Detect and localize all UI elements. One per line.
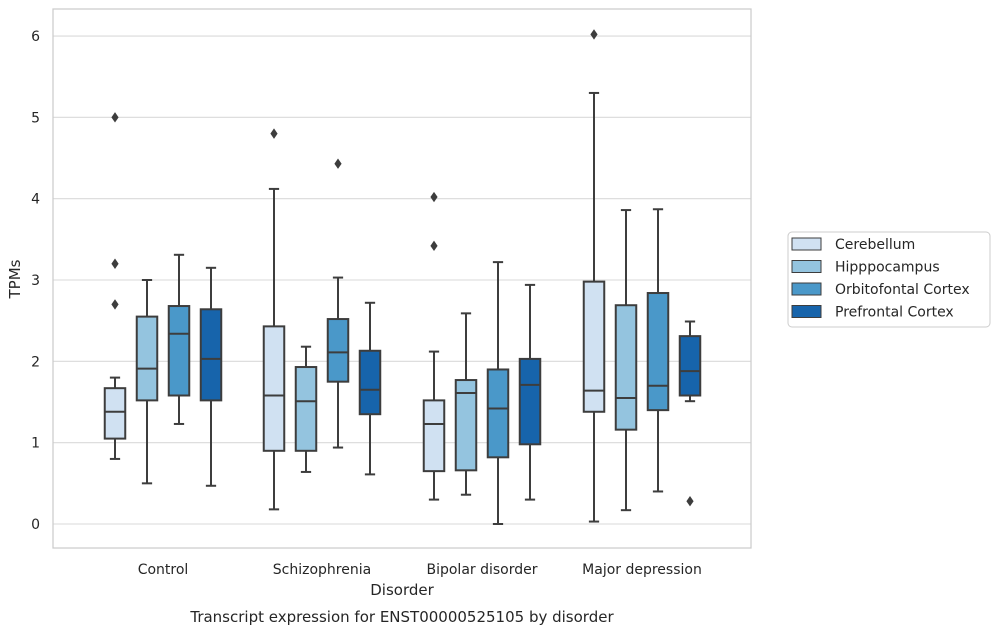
- box-cerebellum-1: [262, 128, 286, 511]
- box-orbitofontal-cortex-0: [167, 253, 191, 425]
- box-iqr: [518, 357, 542, 446]
- outlier-point: [430, 191, 438, 203]
- box-iqr: [614, 304, 638, 431]
- legend-label: Orbitofontal Cortex: [835, 282, 970, 298]
- box-cerebellum-3: [582, 29, 606, 523]
- box-prefrontal-cortex-3: [678, 320, 702, 507]
- box-prefrontal-cortex-2: [518, 283, 542, 501]
- legend-swatch: [791, 305, 822, 318]
- legend-label: Cerebellum: [835, 237, 915, 253]
- box-hipppocampus-2: [454, 312, 478, 496]
- legend: Cerebellum Hipppocampus Orbitofontal Corte…: [787, 231, 991, 328]
- chart-caption: Transcript expression for ENST0000052510…: [189, 608, 614, 626]
- box-iqr: [678, 335, 702, 397]
- outlier-point: [111, 299, 119, 310]
- x-tick-label: Major depression: [582, 562, 702, 578]
- box-cerebellum-0: [103, 112, 127, 460]
- box-iqr: [262, 325, 286, 452]
- box-hipppocampus-1: [294, 345, 318, 473]
- y-tick-label: 2: [31, 354, 40, 370]
- box-orbitofontal-cortex-1: [326, 158, 350, 449]
- outlier-point: [334, 158, 342, 169]
- legend-frame: [787, 231, 991, 328]
- legend-swatch: [791, 260, 822, 273]
- box-cerebellum-2: [422, 191, 446, 501]
- box-iqr: [646, 292, 670, 412]
- box-iqr: [135, 315, 159, 402]
- outlier-point: [111, 112, 119, 123]
- outlier-point: [111, 258, 119, 269]
- y-tick-label: 0: [31, 517, 40, 533]
- y-tick-label: 4: [31, 192, 40, 208]
- box-iqr: [486, 368, 510, 459]
- outlier-point: [430, 240, 438, 252]
- x-tick-label: Schizophrenia: [273, 562, 371, 578]
- outlier-point: [270, 128, 278, 139]
- y-tick-label: 3: [31, 273, 40, 289]
- box-prefrontal-cortex-0: [199, 266, 223, 487]
- x-tick-label: Control: [138, 562, 189, 578]
- outlier-point: [686, 496, 694, 507]
- box-iqr: [422, 399, 446, 473]
- box-iqr: [358, 349, 382, 416]
- box-series: [103, 29, 702, 525]
- box-iqr: [199, 308, 223, 402]
- box-iqr: [582, 280, 606, 413]
- legend-label: Hipppocampus: [835, 260, 940, 276]
- box-iqr: [294, 366, 318, 452]
- plot-frame: [52, 8, 752, 549]
- y-tick-labels: 0 1 2 3 4 5 6: [31, 29, 40, 533]
- legend-swatch: [791, 282, 822, 296]
- box-iqr: [326, 318, 350, 383]
- box-orbitofontal-cortex-3: [646, 208, 670, 493]
- box-iqr: [103, 387, 127, 440]
- x-tick-labels: Control Schizophrenia Bipolar disorder Majo…: [138, 562, 702, 578]
- box-prefrontal-cortex-1: [358, 301, 382, 476]
- outlier-point: [590, 29, 598, 40]
- x-tick-label: Bipolar disorder: [426, 562, 537, 578]
- y-tick-label: 6: [31, 29, 40, 45]
- box-orbitofontal-cortex-2: [486, 261, 510, 525]
- box-iqr: [454, 379, 478, 472]
- box-hipppocampus-3: [614, 209, 638, 512]
- legend-label: Prefrontal Cortex: [835, 305, 954, 321]
- box-iqr: [167, 305, 191, 397]
- x-axis-title: Disorder: [370, 581, 434, 599]
- y-tick-label: 1: [31, 436, 40, 452]
- y-tick-label: 5: [31, 110, 40, 126]
- legend-swatch: [791, 237, 822, 251]
- box-hipppocampus-0: [135, 279, 159, 485]
- y-axis-title: TPMs: [6, 259, 24, 299]
